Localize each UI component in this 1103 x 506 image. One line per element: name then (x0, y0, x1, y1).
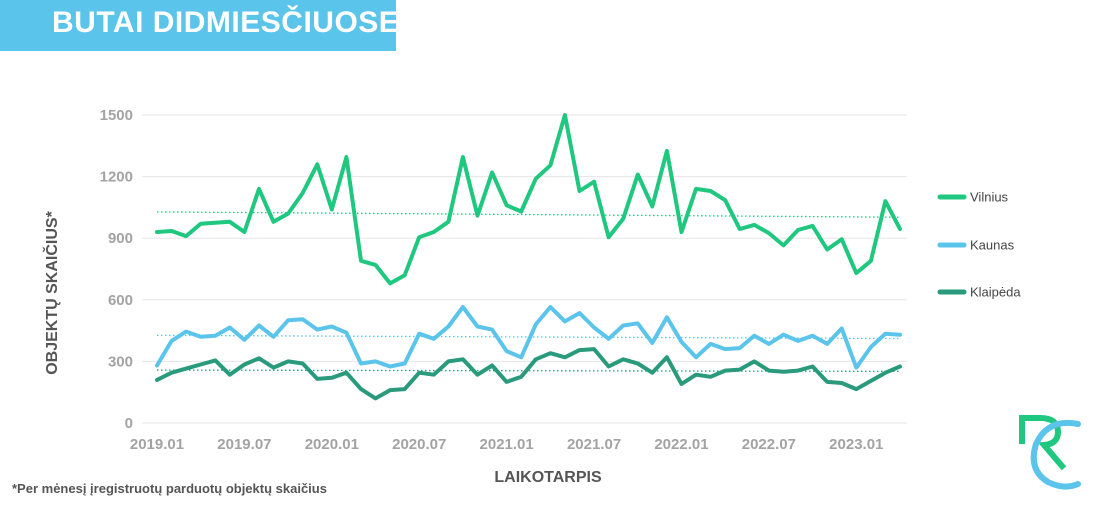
x-tick-label: 2021.07 (567, 436, 621, 453)
trendlines (156, 211, 901, 373)
legend: Vilnius Kaunas Klaipėda (937, 190, 1021, 300)
legend-label: Kaunas (970, 238, 1015, 253)
x-tick-label: 2019.01 (130, 436, 184, 453)
footnote: *Per mėnesį įregistruotų parduotų objekt… (12, 481, 327, 496)
legend-label: Klaipėda (970, 285, 1021, 300)
title-banner: BUTAI DIDMIESČIUOSE (0, 0, 400, 51)
x-axis-title: LAIKOTARPIS (494, 469, 602, 486)
x-tick-label: 2022.07 (742, 436, 796, 453)
series-line-0 (155, 113, 902, 286)
page-title: BUTAI DIDMIESČIUOSE (52, 6, 400, 39)
x-tick-label: 2021.01 (480, 436, 534, 453)
y-axis-ticks: 0 300 600 900 1200 1500 (100, 107, 133, 432)
y-axis-title: OBJEKTŲ SKAIČIUS* (42, 210, 61, 374)
x-axis-ticks: 2019.01 2019.07 2020.01 2020.07 2021.01 2021.… (130, 436, 884, 453)
series-line-2 (155, 347, 902, 401)
y-tick-label: 600 (108, 292, 133, 309)
x-tick-label: 2019.07 (217, 436, 271, 453)
y-tick-label: 1200 (100, 169, 133, 186)
y-tick-label: 1500 (100, 107, 133, 124)
y-tick-label: 900 (108, 230, 133, 247)
x-tick-label: 2020.01 (305, 436, 359, 453)
y-tick-label: 300 (108, 353, 133, 370)
x-tick-label: 2023.01 (829, 436, 883, 453)
x-tick-label: 2022.01 (654, 436, 708, 453)
gridlines (142, 114, 907, 424)
series-lines (155, 113, 902, 401)
rc-logo-icon (1019, 415, 1081, 490)
x-tick-label: 2020.07 (392, 436, 446, 453)
series-line-1 (155, 305, 902, 370)
legend-label: Vilnius (970, 190, 1009, 205)
y-tick-label: 0 (125, 415, 133, 432)
